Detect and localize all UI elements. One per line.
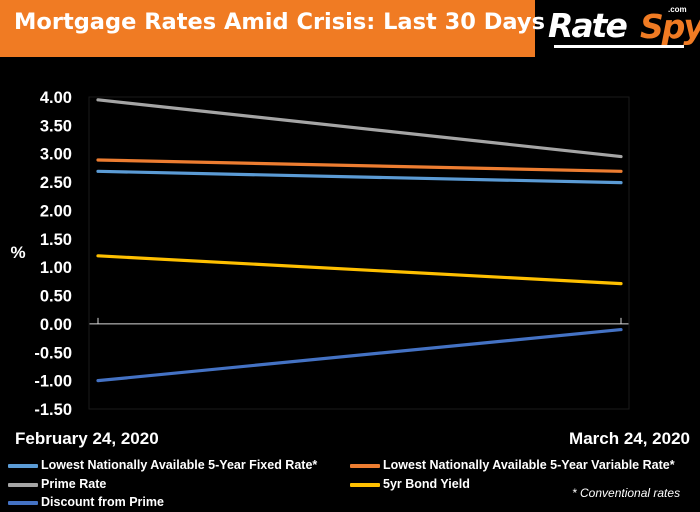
- ratespy-logo: Rate Spy .com: [548, 5, 700, 50]
- y-tick-label: 4.00: [40, 89, 72, 107]
- y-tick-label: 1.00: [40, 259, 72, 277]
- logo-text-spy: Spy: [640, 7, 700, 46]
- y-tick-label: -0.50: [34, 344, 72, 362]
- logo-text-rate: Rate: [548, 6, 628, 45]
- legend-swatch: [350, 483, 380, 487]
- series-line: [96, 98, 623, 159]
- y-tick-label: 3.50: [40, 117, 72, 135]
- legend-swatch: [8, 483, 38, 487]
- y-tick-label: -1.50: [34, 401, 72, 419]
- x-tick-label: February 24, 2020: [15, 429, 159, 448]
- legend-swatch: [8, 464, 38, 468]
- series-lines: [96, 98, 623, 383]
- plot-area: [88, 96, 630, 410]
- line-chart: 4.00 3.50 3.00 2.50 2.00 1.50 1.00 0.50 0.00 -0.5…: [10, 89, 690, 448]
- legend-label: 5yr Bond Yield: [383, 477, 470, 491]
- legend-label: Lowest Nationally Available 5-Year Varia…: [383, 458, 675, 472]
- legend-label: Discount from Prime: [41, 495, 164, 509]
- legend-swatch: [8, 501, 38, 505]
- legend-label: Lowest Nationally Available 5-Year Fixed…: [41, 458, 318, 472]
- series-line: [96, 327, 623, 383]
- y-tick-label: 0.50: [40, 288, 72, 306]
- x-axis-tick-labels: February 24, 2020 March 24, 2020: [15, 429, 690, 448]
- series-line: [96, 254, 623, 286]
- axes: [88, 96, 630, 410]
- y-axis-label: %: [10, 243, 25, 262]
- logo-text-dotcom: .com: [668, 5, 687, 14]
- title-bar: Mortgage Rates Amid Crisis: Last 30 Days: [0, 0, 545, 57]
- legend-swatch: [350, 464, 380, 468]
- y-tick-label: 1.50: [40, 231, 72, 249]
- y-tick-label: 3.00: [40, 146, 72, 164]
- series-line: [96, 158, 623, 173]
- footnote: * Conventional rates: [572, 486, 681, 500]
- x-tick-label: March 24, 2020: [569, 429, 690, 448]
- y-tick-label: 2.00: [40, 202, 72, 220]
- legend-label: Prime Rate: [41, 477, 107, 491]
- series-line: [96, 169, 623, 185]
- y-axis-tick-labels: 4.00 3.50 3.00 2.50 2.00 1.50 1.00 0.50 0.00 -0.5…: [34, 89, 72, 419]
- y-tick-label: 2.50: [40, 174, 72, 192]
- y-tick-label: 0.00: [40, 316, 72, 334]
- y-tick-label: -1.00: [34, 373, 72, 391]
- logo-underline: [554, 45, 684, 48]
- chart-title: Mortgage Rates Amid Crisis: Last 30 Days: [14, 9, 545, 35]
- header: Mortgage Rates Amid Crisis: Last 30 Days…: [0, 0, 700, 57]
